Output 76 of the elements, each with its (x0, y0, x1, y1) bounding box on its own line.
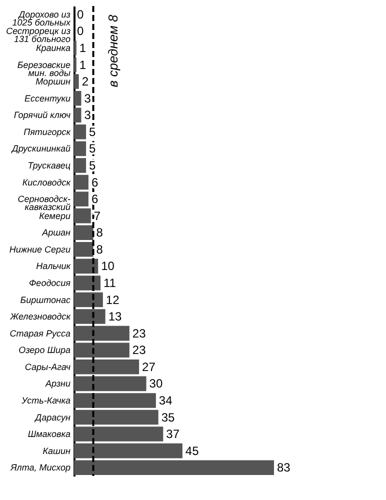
bar (74, 124, 86, 140)
bar (74, 393, 156, 408)
data-label: 27 (142, 360, 156, 374)
data-label: 3 (84, 108, 92, 122)
bar (74, 141, 86, 156)
y-tick-label: Дарасун (34, 412, 71, 422)
bar (74, 376, 146, 392)
y-tick-label: Озеро Шира (18, 345, 70, 356)
y-tick-label: Друскининкай (11, 144, 70, 154)
y-tick-label: Кемери (39, 210, 70, 221)
data-label: 23 (132, 326, 146, 340)
bar (74, 158, 86, 173)
y-tick-label: Моршин (36, 76, 71, 87)
y-tick-label: Феодосия (29, 278, 71, 288)
data-label: 3 (84, 91, 92, 106)
bar (74, 242, 94, 257)
data-label: 8 (96, 226, 104, 240)
y-tick-label: Усть-Качка (20, 395, 70, 406)
bar (74, 258, 98, 274)
bar (74, 90, 82, 106)
y-tick-label: Трускавец (28, 160, 70, 170)
bar (74, 360, 140, 374)
y-tick-label: Старая Русса (10, 328, 70, 338)
data-label: 30 (149, 376, 163, 391)
data-label: 35 (161, 410, 176, 424)
bar (74, 276, 101, 290)
data-label: 1 (79, 58, 86, 72)
y-tick-label: Аршан (41, 228, 71, 238)
y-tick-label: Арзни (44, 378, 70, 389)
y-tick-label: Серноводск- кавказский (18, 194, 70, 212)
y-tick-label: Кисловодск (22, 177, 72, 188)
ref-line-label: в среднем 8 (105, 14, 120, 88)
y-tick-label: Шмаковка (28, 429, 70, 440)
y-tick-label: Сестрорецк из 131 больного (6, 26, 70, 44)
data-label: 37 (166, 427, 180, 442)
data-label: 1 (79, 40, 86, 55)
data-label: 2 (82, 74, 89, 89)
y-tick-label: Бирштонас (20, 294, 71, 305)
bar (74, 426, 164, 442)
data-label: 13 (108, 310, 122, 324)
y-tick-label: Нальчик (36, 261, 72, 272)
bar (74, 292, 103, 308)
data-label: 83 (277, 460, 291, 475)
y-tick-label: Березовские мин. воды (17, 60, 71, 78)
data-label: 34 (158, 393, 173, 408)
bar (74, 174, 88, 190)
data-label: 0 (77, 24, 84, 38)
bar (74, 108, 82, 122)
y-tick-label: Краинка (36, 42, 70, 53)
y-tick-label: Нижние Серги (9, 244, 70, 254)
data-label: 11 (104, 276, 116, 290)
y-tick-label: Кашин (42, 446, 71, 456)
y-tick-label: Дорохово из 1025 больных (12, 9, 71, 28)
data-label: 10 (101, 259, 115, 274)
bar (74, 309, 106, 324)
bar (74, 192, 88, 206)
bar (74, 225, 94, 240)
y-tick-label: Ессентуки (24, 93, 70, 104)
data-label: 23 (132, 343, 146, 358)
bar (74, 326, 130, 341)
data-label: 0 (77, 7, 84, 22)
bar (74, 443, 182, 458)
bar (74, 342, 130, 358)
data-label: 7 (94, 208, 101, 223)
bar (74, 460, 274, 475)
y-tick-label: Пятигорск (24, 126, 72, 137)
data-label: 45 (185, 444, 200, 458)
y-tick-label: Ялта, Мисхор (10, 462, 70, 473)
y-tick-label: Железноводск (9, 312, 72, 322)
bar (74, 208, 91, 224)
data-label: 12 (106, 292, 120, 307)
y-tick-label: Сары-Агач (24, 362, 71, 372)
data-label: 8 (96, 242, 104, 256)
bar (74, 74, 79, 89)
bar (74, 410, 158, 425)
y-tick-label: Горячий ключ (14, 110, 71, 120)
